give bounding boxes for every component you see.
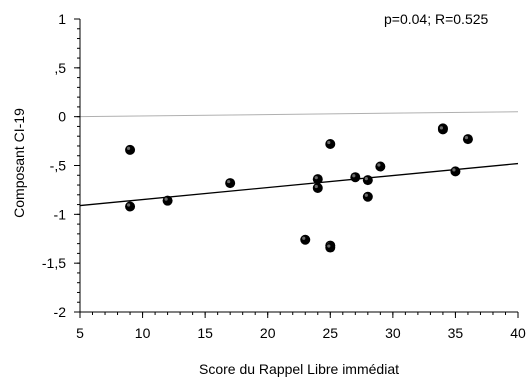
data-point-highlight [126, 203, 131, 207]
data-point-marker [125, 144, 136, 155]
x-tick-label: 10 [135, 325, 151, 341]
y-tick-label: -1,5 [42, 255, 66, 271]
data-point [300, 234, 311, 245]
data-point [462, 134, 473, 145]
fit-layer [79, 162, 519, 207]
data-point-marker [362, 175, 373, 186]
data-point [125, 201, 136, 212]
y-axis-title: Composant CI-19 [11, 108, 27, 218]
data-point-marker [325, 242, 336, 253]
data-point-highlight [327, 244, 331, 248]
data-point-marker [362, 191, 373, 202]
y-tick-label: 1 [58, 11, 66, 27]
regression-line [79, 162, 519, 207]
data-point-highlight [452, 168, 456, 172]
data-point-marker [162, 195, 173, 206]
x-tick-label: 20 [260, 325, 276, 341]
data-point [162, 195, 173, 206]
x-tick-label: 35 [448, 325, 464, 341]
x-tick-label: 15 [197, 325, 213, 341]
stats-annotation: p=0.04; R=0.525 [384, 11, 489, 27]
data-point-highlight [302, 236, 306, 240]
data-point-highlight [314, 184, 318, 189]
data-point-highlight [314, 176, 318, 180]
data-point-marker [350, 172, 361, 183]
x-axis-title: Score du Rappel Libre immédiat [199, 361, 399, 377]
data-point [125, 144, 136, 155]
data-point [362, 175, 373, 186]
data-point [450, 166, 461, 177]
data-point-marker [325, 139, 336, 150]
points [125, 123, 473, 253]
data-point-marker [312, 182, 323, 193]
data-point-marker [312, 174, 323, 185]
data-point-highlight [439, 126, 444, 130]
data-point [325, 139, 336, 150]
reference-layer [79, 111, 519, 118]
data-point [325, 242, 336, 253]
data-point-highlight [126, 146, 131, 150]
data-point [375, 161, 386, 172]
data-point-marker [450, 166, 461, 177]
y-tick-label: -1 [54, 206, 67, 222]
data-point [437, 124, 448, 135]
data-point-marker [437, 124, 448, 135]
data-point [312, 174, 323, 185]
data-point-highlight [364, 177, 368, 181]
data-point [225, 178, 236, 189]
data-point-highlight [464, 136, 469, 140]
data-point [312, 182, 323, 193]
x-tick-label: 40 [510, 325, 526, 341]
data-point [362, 191, 373, 202]
data-point-marker [462, 134, 473, 145]
data-point-marker [225, 178, 236, 189]
y-tick-label: -,5 [50, 158, 67, 174]
y-tick-label: -2 [54, 304, 67, 320]
data-point-marker [375, 161, 386, 172]
axes [79, 19, 518, 313]
y-tick-label: 0 [58, 109, 66, 125]
ticks: 1 ,5 0 -,5 -1 -1,5 -2 5 10 15 20 25 30 35 40 [42, 11, 526, 341]
data-point-marker [125, 201, 136, 212]
data-point-highlight [327, 140, 331, 145]
x-tick-label: 25 [322, 325, 338, 341]
reference-line [79, 111, 519, 118]
data-point-highlight [352, 174, 356, 178]
data-point [350, 172, 361, 183]
data-point-marker [300, 234, 311, 245]
y-tick-label: ,5 [54, 60, 66, 76]
data-point-highlight [377, 163, 381, 167]
data-point-highlight [227, 179, 231, 184]
x-tick-label: 5 [76, 325, 84, 341]
data-point-highlight [164, 197, 168, 201]
data-point-highlight [364, 193, 368, 197]
x-tick-label: 30 [385, 325, 401, 341]
